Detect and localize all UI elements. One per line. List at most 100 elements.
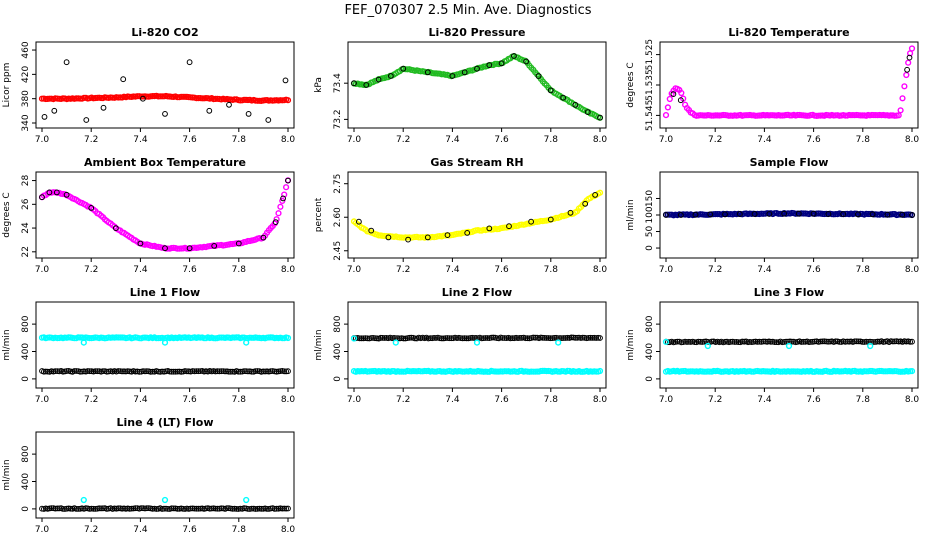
y-axis: 22 24 26 28 bbox=[21, 175, 36, 258]
data-point bbox=[392, 339, 399, 346]
y-tick-label: 73.4 bbox=[333, 73, 343, 93]
data-point bbox=[736, 211, 743, 217]
data-point bbox=[874, 338, 881, 345]
data-point bbox=[895, 112, 902, 119]
data-point bbox=[120, 76, 127, 83]
x-tick-label: 7.0 bbox=[35, 135, 50, 145]
x-tick-label: 7.4 bbox=[445, 265, 460, 275]
panel-title: Sample Flow bbox=[750, 156, 829, 169]
data-point bbox=[186, 245, 193, 252]
data-point bbox=[722, 338, 728, 345]
data-point bbox=[256, 505, 263, 512]
data-point bbox=[165, 506, 171, 512]
data-point bbox=[115, 368, 122, 374]
data-point bbox=[597, 335, 603, 341]
data-point bbox=[63, 59, 70, 66]
data-point bbox=[756, 338, 763, 345]
data-point bbox=[149, 505, 156, 512]
x-tick-label: 7.0 bbox=[347, 135, 362, 145]
data-point bbox=[486, 62, 493, 68]
series-magenta bbox=[38, 177, 292, 252]
data-point bbox=[73, 506, 80, 512]
data-point bbox=[229, 505, 236, 512]
data-point bbox=[44, 368, 51, 375]
x-tick-label: 7.8 bbox=[856, 265, 871, 275]
data-point bbox=[161, 339, 169, 346]
data-point bbox=[463, 335, 470, 342]
x-tick-label: 7.6 bbox=[806, 395, 821, 405]
data-point bbox=[184, 368, 190, 375]
x-tick-label: 7.8 bbox=[856, 135, 871, 145]
data-point bbox=[471, 335, 478, 341]
data-point bbox=[707, 211, 714, 218]
data-point bbox=[457, 335, 464, 342]
y-axis-label: degrees C bbox=[2, 192, 12, 237]
x-tick-label: 7.6 bbox=[806, 265, 821, 275]
data-point bbox=[593, 335, 600, 341]
data-point bbox=[243, 496, 250, 504]
series-group bbox=[38, 334, 292, 375]
data-point bbox=[555, 339, 562, 346]
data-point bbox=[783, 338, 789, 345]
data-point bbox=[53, 189, 60, 196]
data-point bbox=[806, 339, 812, 346]
data-point bbox=[677, 97, 684, 104]
series-group bbox=[350, 334, 604, 375]
data-point bbox=[136, 368, 143, 375]
data-point bbox=[473, 339, 481, 346]
x-tick-label: 7.2 bbox=[396, 265, 410, 275]
x-axis: 7.0 7.2 7.4 7.6 7.8 8.0 bbox=[659, 258, 919, 275]
data-point bbox=[844, 338, 851, 345]
data-point bbox=[126, 505, 133, 512]
series-cyan bbox=[350, 335, 562, 346]
data-point bbox=[277, 368, 284, 375]
y-tick-label: 24 bbox=[21, 222, 31, 234]
x-axis: 7.0 7.2 7.4 7.6 7.8 8.0 bbox=[35, 258, 295, 275]
x-tick-label: 7.8 bbox=[232, 395, 247, 405]
data-point bbox=[237, 505, 244, 512]
data-point bbox=[821, 338, 828, 345]
series-cyan bbox=[80, 339, 250, 346]
x-tick-label: 7.0 bbox=[35, 265, 50, 275]
panel-title: Gas Stream RH bbox=[430, 156, 523, 169]
series-group bbox=[350, 52, 604, 121]
data-point bbox=[666, 95, 673, 103]
data-point bbox=[71, 368, 78, 374]
x-tick-label: 7.6 bbox=[182, 395, 197, 405]
data-point bbox=[819, 338, 826, 345]
data-point bbox=[461, 69, 468, 76]
series-group bbox=[39, 496, 291, 512]
data-point bbox=[663, 212, 669, 218]
data-point bbox=[766, 211, 773, 217]
data-point bbox=[168, 505, 175, 512]
data-point bbox=[115, 505, 122, 512]
data-point bbox=[358, 335, 365, 342]
series-cyan bbox=[662, 338, 874, 350]
data-point bbox=[908, 368, 916, 375]
x-tick-label: 7.8 bbox=[232, 135, 247, 145]
data-point bbox=[771, 339, 778, 346]
data-point bbox=[482, 335, 489, 341]
data-point bbox=[362, 335, 369, 342]
x-tick-label: 7.8 bbox=[232, 525, 247, 535]
y-tick-label: 2.75 bbox=[333, 174, 343, 194]
data-point bbox=[884, 211, 891, 218]
y-axis-label: ml/min bbox=[2, 329, 12, 360]
data-point bbox=[867, 342, 874, 350]
panel-line-3-flow: Line 3 Flow ml/min 7.0 7.2 7.4 7.6 7.8 8.0 0 400 8… bbox=[626, 286, 919, 405]
data-point bbox=[273, 216, 280, 223]
data-point bbox=[589, 335, 596, 341]
data-point bbox=[377, 334, 384, 341]
data-point bbox=[265, 117, 272, 123]
y-axis-label: percent bbox=[314, 197, 324, 232]
data-point bbox=[260, 368, 267, 375]
x-tick-label: 8.0 bbox=[281, 135, 296, 145]
data-point bbox=[360, 335, 367, 342]
data-point bbox=[449, 73, 456, 79]
data-point bbox=[162, 111, 168, 117]
data-point bbox=[869, 211, 876, 218]
data-point bbox=[751, 211, 758, 217]
plot-frame bbox=[35, 431, 295, 519]
data-point bbox=[795, 210, 802, 217]
